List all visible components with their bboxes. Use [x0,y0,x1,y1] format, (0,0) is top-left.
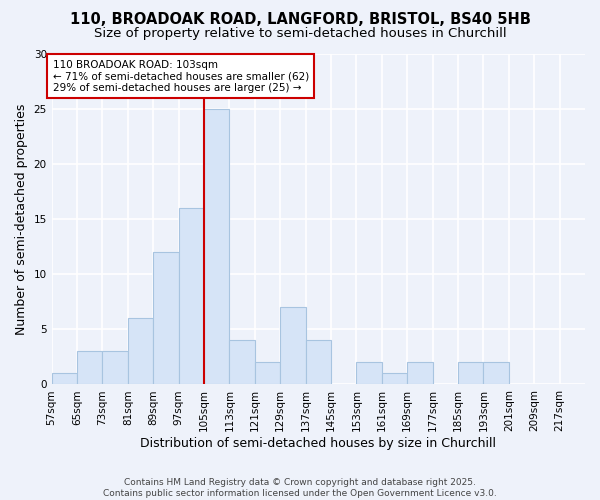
Bar [255,362,280,384]
Bar [153,252,179,384]
Bar [52,374,77,384]
Bar [356,362,382,384]
Text: Contains HM Land Registry data © Crown copyright and database right 2025.
Contai: Contains HM Land Registry data © Crown c… [103,478,497,498]
Bar [103,352,128,384]
Bar [280,308,305,384]
Bar [484,362,509,384]
Text: 110 BROADOAK ROAD: 103sqm
← 71% of semi-detached houses are smaller (62)
29% of : 110 BROADOAK ROAD: 103sqm ← 71% of semi-… [53,60,309,92]
Text: Size of property relative to semi-detached houses in Churchill: Size of property relative to semi-detach… [94,28,506,40]
Bar [204,109,229,384]
Bar [179,208,204,384]
Bar [458,362,484,384]
Bar [229,340,255,384]
X-axis label: Distribution of semi-detached houses by size in Churchill: Distribution of semi-detached houses by … [140,437,496,450]
Bar [382,374,407,384]
Text: 110, BROADOAK ROAD, LANGFORD, BRISTOL, BS40 5HB: 110, BROADOAK ROAD, LANGFORD, BRISTOL, B… [70,12,530,28]
Bar [77,352,103,384]
Bar [305,340,331,384]
Y-axis label: Number of semi-detached properties: Number of semi-detached properties [15,104,28,335]
Bar [407,362,433,384]
Bar [128,318,153,384]
